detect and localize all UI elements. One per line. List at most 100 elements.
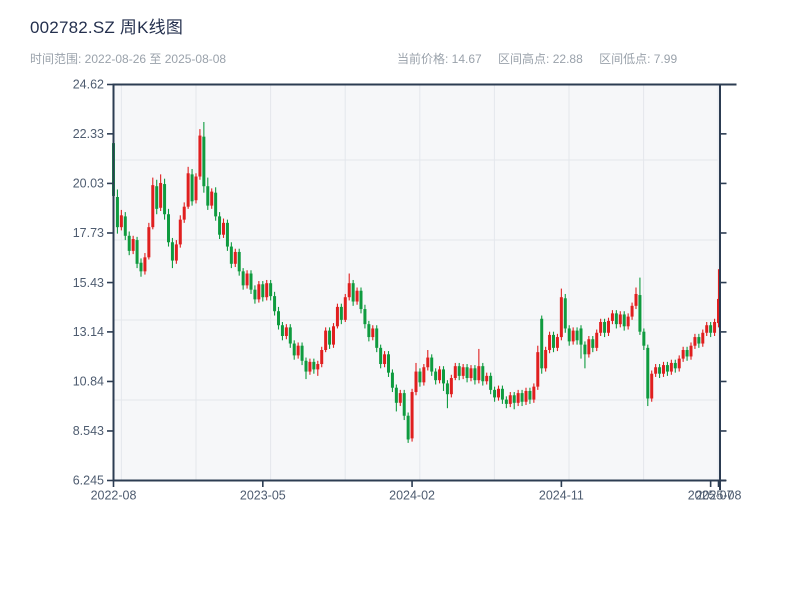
candle-body xyxy=(355,290,359,302)
candle-body xyxy=(512,395,516,403)
candle-body xyxy=(292,343,296,356)
candle-body xyxy=(579,328,583,345)
candles-group xyxy=(112,121,720,443)
candle-body xyxy=(155,186,159,209)
y-tick-label: 17.73 xyxy=(73,226,104,240)
candle-body xyxy=(371,328,375,338)
candle-body xyxy=(662,365,665,374)
candle-body xyxy=(520,393,524,402)
x-tick-label: 2024-02 xyxy=(389,489,435,503)
candle-body xyxy=(583,344,587,355)
candle-body xyxy=(359,290,363,310)
candle-body xyxy=(119,215,123,228)
candle-body xyxy=(280,325,284,337)
candle-body xyxy=(497,388,500,398)
y-tick-label: 24.62 xyxy=(73,78,104,92)
price-stats: 当前价格: 14.67 区间高点: 22.88 区间低点: 7.99 xyxy=(397,50,690,67)
candle-body xyxy=(481,366,485,382)
candle-body xyxy=(182,206,186,220)
candle-body xyxy=(308,361,312,372)
candle-body xyxy=(131,239,135,251)
candle-body xyxy=(516,393,520,403)
candle-body xyxy=(591,339,595,348)
candle-body xyxy=(555,337,559,348)
candle-body xyxy=(469,368,473,379)
candle-body xyxy=(379,347,383,365)
candle-body xyxy=(288,327,292,344)
candle-body xyxy=(673,362,677,369)
x-tick-label: 2024-11 xyxy=(539,489,584,503)
candle-body xyxy=(532,386,536,400)
candle-body xyxy=(500,388,504,400)
candle-body xyxy=(206,186,210,206)
x-tick-label: 2022-08 xyxy=(91,489,137,503)
x-axis-tick-labels: 2022-08 2023-05 2024-02 2024-11 2025-072025-… xyxy=(91,489,742,503)
candle-body xyxy=(544,350,548,369)
candle-body xyxy=(296,345,300,356)
candle-body xyxy=(186,173,190,207)
candle-body xyxy=(548,334,552,351)
candle-body xyxy=(300,345,304,361)
candle-body xyxy=(257,284,261,300)
candle-body xyxy=(642,331,646,346)
candle-body xyxy=(214,192,218,217)
candle-body xyxy=(406,415,410,440)
candle-body xyxy=(693,337,697,346)
candle-body xyxy=(414,371,418,393)
y-tick-label: 22.33 xyxy=(73,127,104,141)
candle-body xyxy=(269,283,273,297)
range-low-stat: 区间低点: 7.99 xyxy=(599,52,678,66)
x-tick-label: 2025-07 xyxy=(688,489,734,503)
candle-body xyxy=(618,314,622,325)
candle-body xyxy=(249,273,253,290)
y-axis-tick-labels: 24.62 22.33 20.03 17.73 15.43 13.14 10.84 8.543… xyxy=(73,78,104,488)
candle-body xyxy=(190,174,194,202)
candle-body xyxy=(646,347,650,399)
plot-background xyxy=(113,84,719,481)
candle-body xyxy=(229,246,233,264)
candle-body xyxy=(677,358,681,369)
candle-body xyxy=(398,393,402,403)
candle-body xyxy=(524,390,528,402)
candle-body xyxy=(697,337,701,344)
candle-body xyxy=(277,311,280,326)
candle-body xyxy=(489,375,493,390)
x-tick-label: 2025-08 xyxy=(696,489,742,503)
candle-body xyxy=(587,339,591,355)
candle-body xyxy=(485,375,489,382)
candle-body xyxy=(477,366,481,381)
candle-body xyxy=(563,298,567,329)
candle-body xyxy=(658,367,662,374)
axis-ticks xyxy=(107,83,727,487)
candle-body xyxy=(210,191,214,206)
candle-body xyxy=(218,216,222,235)
gridlines xyxy=(114,85,719,480)
candle-body xyxy=(622,314,626,327)
candle-body xyxy=(705,325,709,333)
candle-body xyxy=(324,330,328,351)
candle-body xyxy=(367,324,371,338)
candle-body xyxy=(457,366,461,376)
candle-body xyxy=(402,393,406,416)
candle-body xyxy=(461,367,465,376)
range-high-stat: 区间高点: 22.88 xyxy=(498,52,583,66)
candle-body xyxy=(473,368,477,381)
candle-body xyxy=(237,251,241,272)
candle-body xyxy=(654,367,658,374)
candle-body xyxy=(665,365,669,372)
candle-body xyxy=(253,289,257,300)
candle-body xyxy=(438,369,442,381)
candle-body xyxy=(595,332,599,348)
candle-body xyxy=(265,283,269,298)
candle-body xyxy=(261,284,265,298)
current-price-stat: 当前价格: 14.67 xyxy=(397,52,482,66)
candle-body xyxy=(508,395,512,404)
candle-body xyxy=(202,136,206,187)
candle-body xyxy=(225,222,229,247)
candle-body xyxy=(127,235,131,251)
time-range-label: 时间范围: 2022-08-26 至 2025-08-08 xyxy=(30,52,227,66)
candle-body xyxy=(312,361,316,370)
candle-body xyxy=(614,313,618,325)
candle-body xyxy=(650,373,654,399)
candle-body xyxy=(434,371,438,381)
